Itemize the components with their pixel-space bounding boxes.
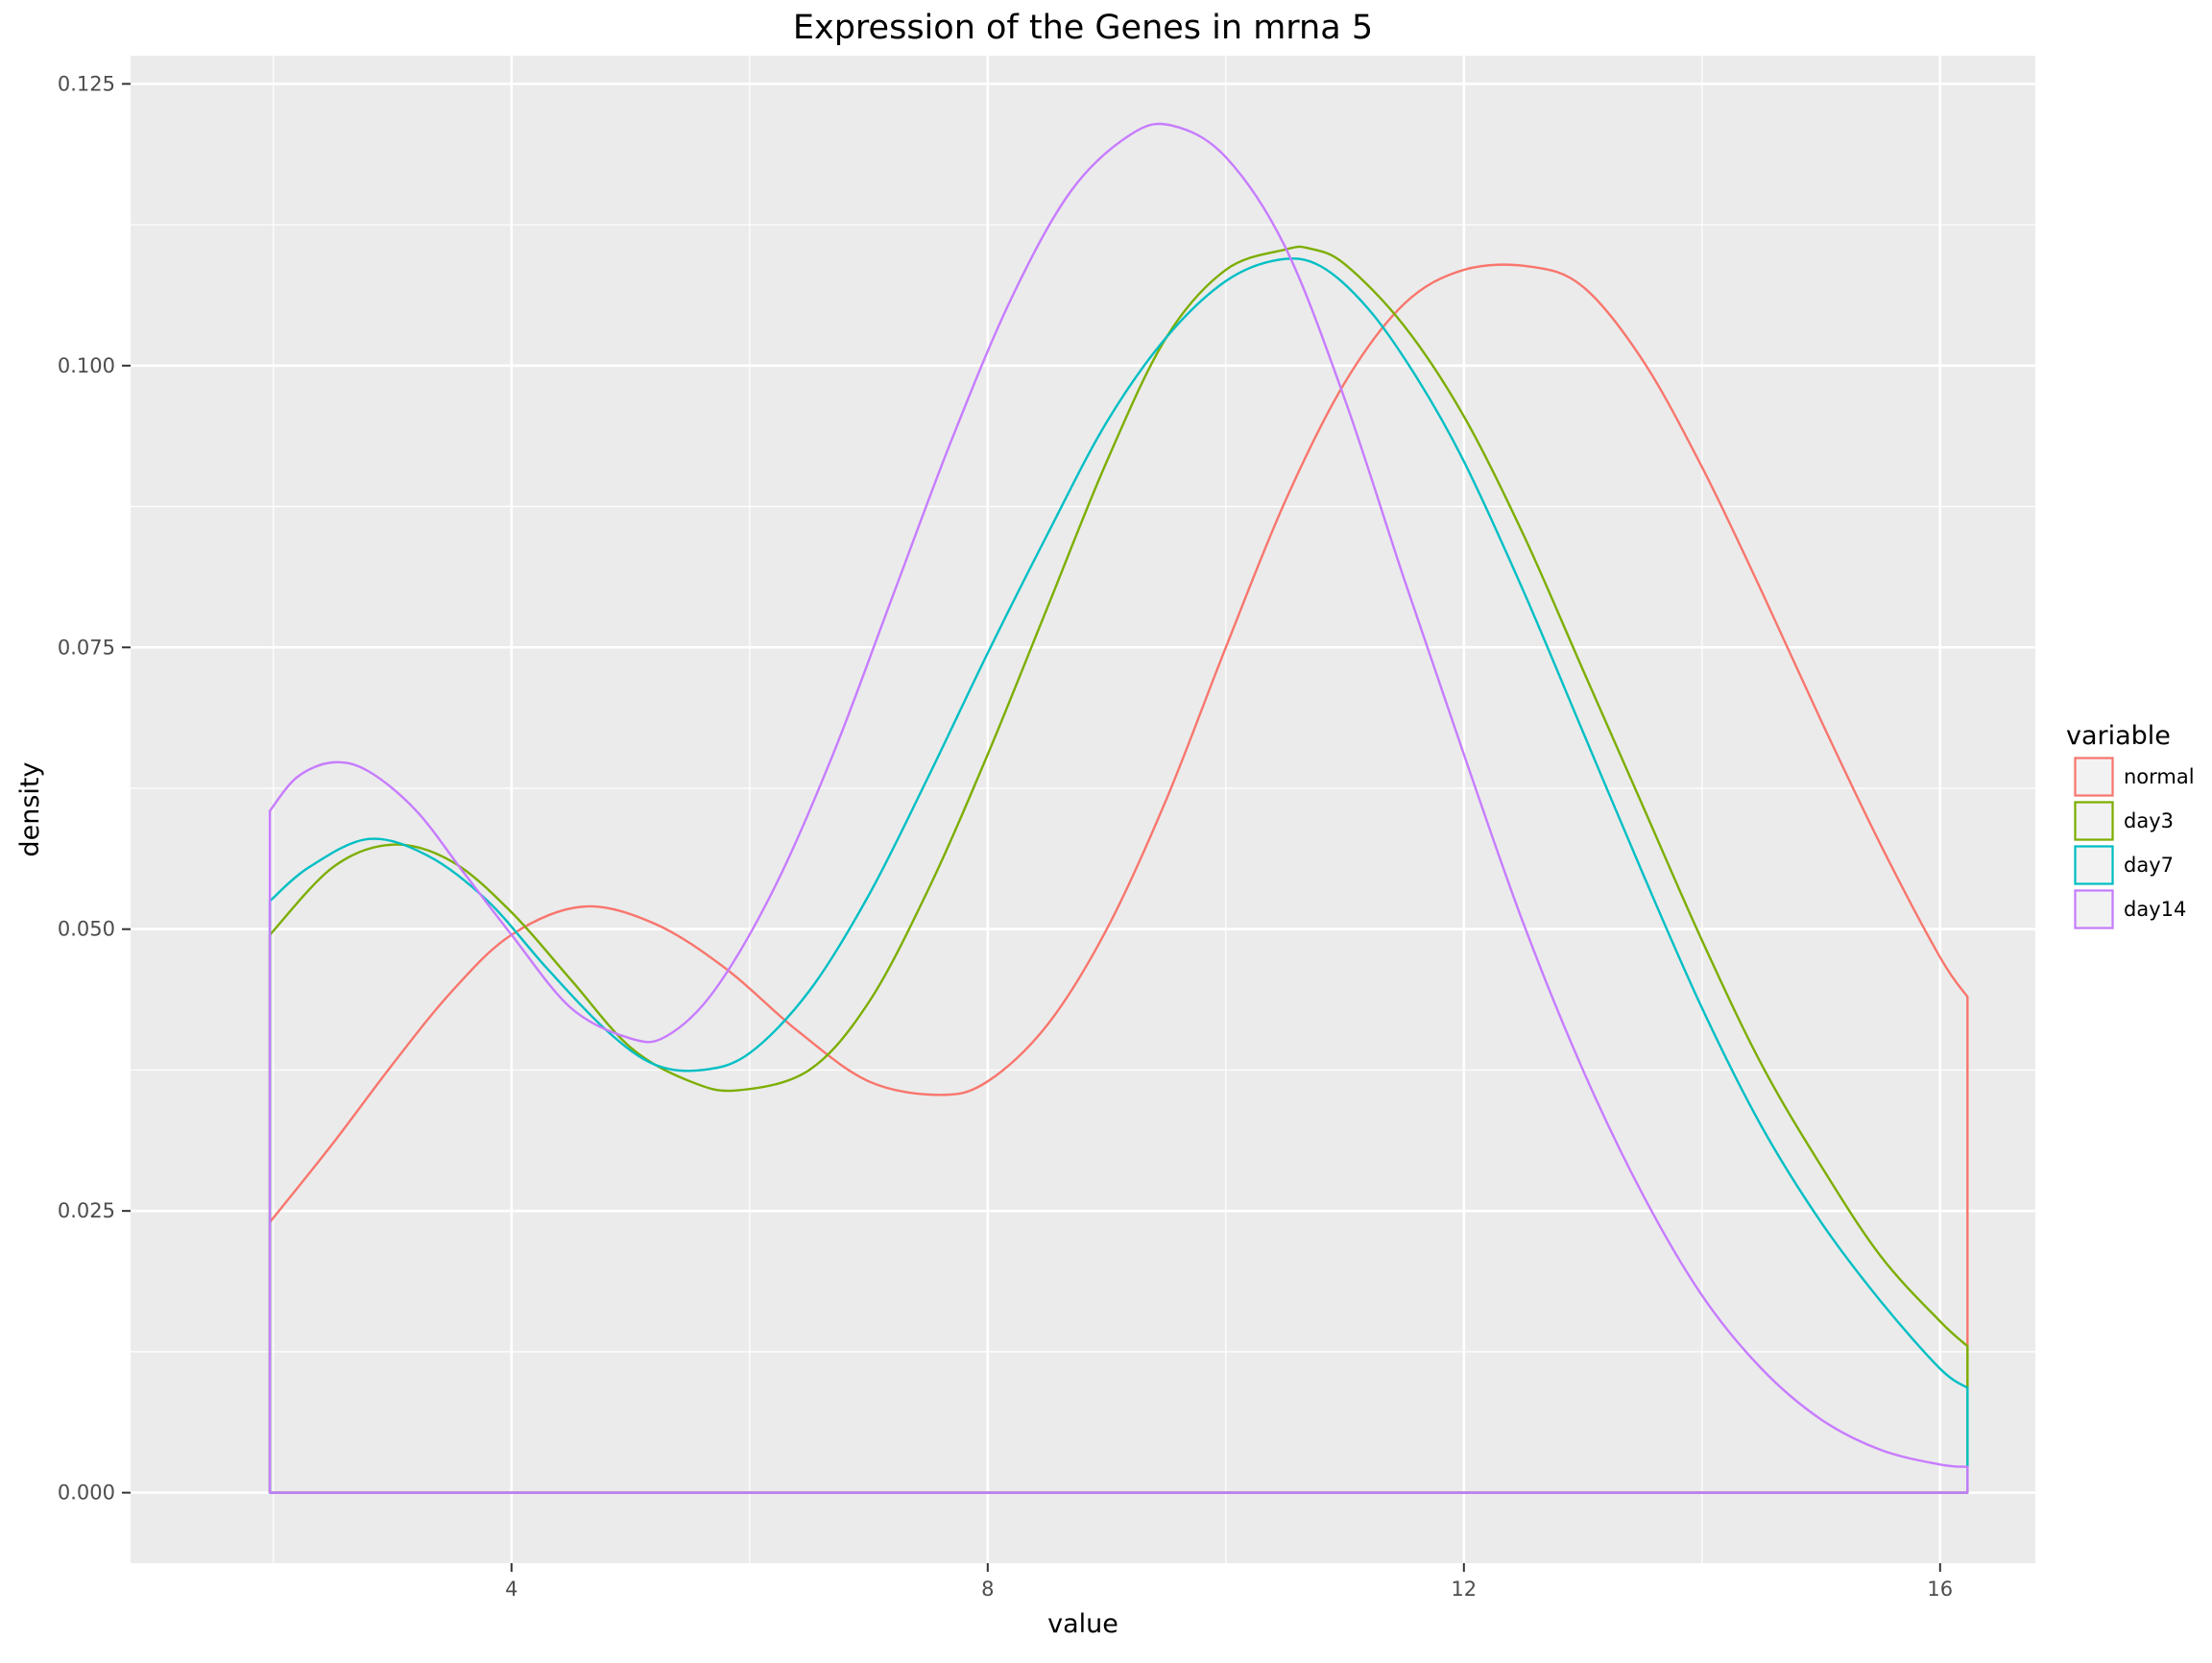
y-tick-label: 0.050 bbox=[58, 918, 115, 941]
density-curve-day3 bbox=[268, 245, 1969, 1494]
legend-label: day14 bbox=[2124, 898, 2186, 921]
legend: variable normal day3 day7 day14 bbox=[2066, 721, 2195, 929]
y-tick-label: 0.075 bbox=[58, 636, 115, 659]
grid-lines bbox=[131, 56, 2035, 1563]
axes: 0.000 0.025 0.050 0.075 0.100 0.125 4 8 12 16 bbox=[58, 72, 1953, 1601]
density-curve-day14 bbox=[268, 122, 1969, 1494]
legend-key-day3 bbox=[2074, 801, 2114, 841]
plot-panel bbox=[131, 56, 2035, 1563]
y-tick-label: 0.100 bbox=[58, 354, 115, 377]
density-curve-day7 bbox=[268, 257, 1969, 1494]
legend-key-day7 bbox=[2074, 845, 2114, 885]
x-tick-label: 12 bbox=[1451, 1578, 1477, 1601]
legend-title: variable bbox=[2066, 721, 2171, 751]
x-tick-label: 16 bbox=[1927, 1578, 1953, 1601]
series-layer bbox=[268, 122, 1969, 1494]
legend-items: normal day3 day7 day14 bbox=[2074, 757, 2195, 929]
legend-label: day3 bbox=[2124, 809, 2174, 832]
legend-key-bg bbox=[2074, 757, 2114, 797]
legend-key-bg bbox=[2074, 889, 2114, 929]
x-axis-title: value bbox=[1047, 1609, 1118, 1639]
chart-title: Expression of the Genes in mrna 5 bbox=[793, 9, 1373, 47]
x-tick-label: 8 bbox=[981, 1578, 994, 1601]
density-curve-normal bbox=[268, 263, 1969, 1494]
legend-key-bg bbox=[2074, 845, 2114, 885]
legend-key-bg bbox=[2074, 801, 2114, 841]
legend-label: day7 bbox=[2124, 854, 2174, 877]
y-tick-label: 0.000 bbox=[58, 1482, 115, 1505]
legend-label: normal bbox=[2124, 765, 2195, 788]
legend-key-normal bbox=[2074, 757, 2114, 797]
y-tick-label: 0.125 bbox=[58, 72, 115, 95]
y-tick-label: 0.025 bbox=[58, 1199, 115, 1222]
x-tick-label: 4 bbox=[505, 1578, 517, 1601]
legend-key-day14 bbox=[2074, 889, 2114, 929]
y-axis-title: density bbox=[15, 761, 45, 856]
